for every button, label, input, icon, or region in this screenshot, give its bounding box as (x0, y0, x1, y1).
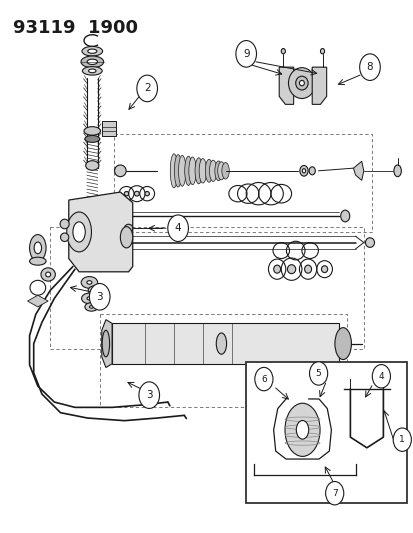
Ellipse shape (81, 56, 103, 68)
Circle shape (392, 428, 411, 451)
Circle shape (235, 41, 256, 67)
Ellipse shape (114, 165, 126, 176)
Polygon shape (69, 192, 133, 272)
Circle shape (359, 54, 380, 80)
Text: 5: 5 (315, 369, 321, 378)
Ellipse shape (273, 265, 280, 273)
Ellipse shape (320, 49, 324, 54)
Text: 9: 9 (242, 49, 249, 59)
Text: 4: 4 (377, 372, 383, 381)
Ellipse shape (87, 297, 92, 300)
Circle shape (89, 284, 110, 310)
Ellipse shape (380, 375, 385, 382)
Ellipse shape (85, 303, 98, 311)
Ellipse shape (81, 277, 97, 288)
Ellipse shape (320, 266, 327, 272)
Ellipse shape (170, 154, 177, 188)
Ellipse shape (73, 222, 85, 242)
Ellipse shape (93, 289, 97, 292)
Ellipse shape (288, 68, 315, 99)
Ellipse shape (284, 403, 319, 456)
Ellipse shape (340, 210, 349, 222)
Ellipse shape (214, 161, 222, 181)
Ellipse shape (393, 165, 400, 176)
Ellipse shape (120, 227, 133, 248)
Ellipse shape (280, 49, 285, 54)
Bar (112, 324, 338, 364)
Ellipse shape (88, 69, 96, 72)
Text: 1: 1 (399, 435, 404, 444)
Ellipse shape (89, 305, 93, 308)
Ellipse shape (85, 161, 99, 170)
FancyBboxPatch shape (102, 121, 116, 136)
Text: 7: 7 (331, 489, 337, 498)
Text: 2: 2 (143, 83, 150, 93)
Ellipse shape (188, 157, 196, 184)
Ellipse shape (295, 76, 307, 90)
Ellipse shape (60, 233, 69, 241)
Bar (246, 362, 406, 503)
Ellipse shape (216, 333, 226, 354)
Ellipse shape (287, 265, 295, 273)
Polygon shape (102, 320, 112, 368)
Ellipse shape (34, 242, 41, 254)
Ellipse shape (45, 272, 50, 277)
Text: 3: 3 (96, 292, 103, 302)
Text: 93119  1900: 93119 1900 (13, 19, 138, 37)
Circle shape (137, 75, 157, 102)
Ellipse shape (29, 257, 46, 265)
Circle shape (309, 362, 327, 385)
Circle shape (167, 215, 188, 241)
Ellipse shape (87, 281, 92, 284)
Text: 6: 6 (260, 375, 266, 384)
Circle shape (254, 367, 272, 391)
Ellipse shape (178, 156, 185, 186)
Ellipse shape (124, 191, 128, 196)
Text: 3: 3 (145, 390, 152, 400)
Ellipse shape (209, 160, 216, 181)
Ellipse shape (81, 293, 97, 304)
Ellipse shape (301, 168, 305, 173)
Ellipse shape (184, 156, 192, 185)
Ellipse shape (102, 330, 109, 357)
Ellipse shape (199, 159, 206, 183)
Polygon shape (353, 161, 363, 180)
Ellipse shape (304, 265, 311, 273)
Ellipse shape (205, 159, 212, 182)
Ellipse shape (195, 158, 202, 184)
Ellipse shape (60, 219, 69, 229)
Ellipse shape (41, 268, 55, 281)
Ellipse shape (217, 162, 225, 180)
Ellipse shape (85, 135, 100, 142)
Ellipse shape (124, 224, 133, 232)
Polygon shape (27, 295, 48, 307)
Text: 4: 4 (174, 223, 181, 233)
Ellipse shape (88, 49, 97, 53)
Ellipse shape (82, 67, 102, 75)
Ellipse shape (87, 59, 97, 64)
Ellipse shape (84, 127, 100, 135)
Ellipse shape (296, 421, 308, 439)
Ellipse shape (221, 163, 229, 179)
Polygon shape (311, 67, 326, 104)
Circle shape (139, 382, 159, 408)
Circle shape (371, 365, 389, 388)
Ellipse shape (134, 191, 139, 196)
Ellipse shape (299, 165, 307, 176)
Ellipse shape (299, 80, 304, 86)
Text: 8: 8 (366, 62, 373, 72)
Ellipse shape (145, 191, 149, 196)
Ellipse shape (334, 328, 351, 360)
Ellipse shape (174, 155, 181, 187)
Ellipse shape (29, 235, 46, 261)
Polygon shape (278, 67, 293, 104)
Ellipse shape (88, 286, 103, 295)
Ellipse shape (365, 238, 374, 247)
Ellipse shape (309, 167, 315, 175)
Circle shape (325, 481, 343, 505)
Ellipse shape (66, 212, 91, 252)
Ellipse shape (82, 46, 102, 56)
